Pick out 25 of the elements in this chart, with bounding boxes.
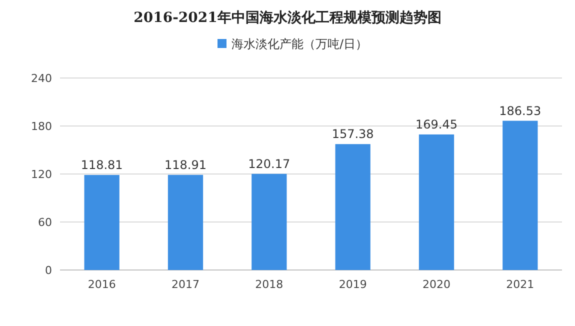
data-label: 118.81 xyxy=(80,158,123,172)
y-tick-label: 0 xyxy=(45,264,52,277)
x-tick-label: 2019 xyxy=(338,278,367,291)
x-tick-label: 2021 xyxy=(506,278,534,291)
x-tick-label: 2016 xyxy=(88,278,116,291)
x-tick-label: 2017 xyxy=(172,278,200,291)
x-tick-label: 2020 xyxy=(422,278,450,291)
bar xyxy=(502,120,538,270)
data-label: 186.53 xyxy=(499,104,542,118)
x-tick-label: 2018 xyxy=(255,278,284,291)
bar xyxy=(168,174,204,270)
data-label: 169.45 xyxy=(416,117,458,132)
bar xyxy=(335,144,370,270)
bar xyxy=(84,174,120,270)
bar xyxy=(252,174,287,270)
data-label: 120.17 xyxy=(248,156,290,171)
y-tick-label: 240 xyxy=(31,72,52,85)
bar xyxy=(418,134,454,270)
legend-label: 海水淡化产能（万吨/日） xyxy=(232,37,368,51)
y-tick-label: 60 xyxy=(38,216,52,229)
y-tick-label: 180 xyxy=(31,120,52,133)
chart-title: 2016-2021年中国海水淡化工程规模预测趋势图 xyxy=(134,10,442,26)
data-label: 118.91 xyxy=(164,158,206,172)
y-tick-label: 120 xyxy=(31,168,52,181)
data-label: 157.38 xyxy=(332,127,374,142)
